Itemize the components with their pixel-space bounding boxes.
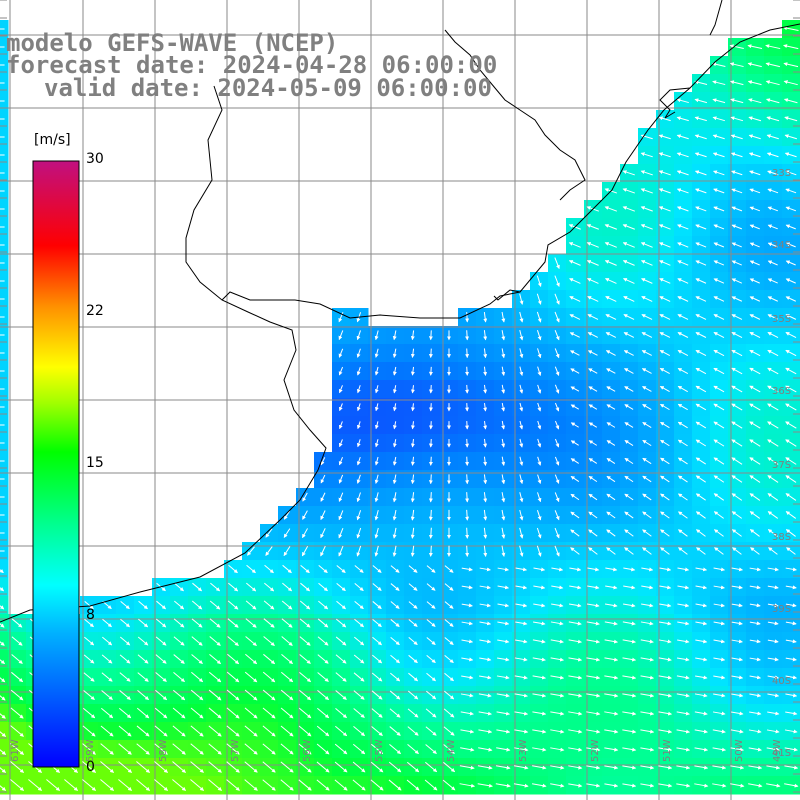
wind-arrow	[428, 474, 433, 485]
wind-cell	[0, 668, 9, 687]
wind-cell	[0, 704, 9, 723]
wind-arrow	[428, 348, 433, 359]
colorbar-tick: 15	[86, 455, 104, 471]
wind-cell	[0, 740, 9, 759]
colorbar-tick: 22	[86, 303, 104, 319]
wind-arrow	[465, 509, 470, 521]
wind-arrow	[428, 527, 433, 539]
wind-arrow	[428, 421, 433, 430]
wind-cell	[0, 632, 9, 651]
coastline-top	[709, 0, 723, 36]
wind-arrow	[465, 527, 470, 539]
wind-arrow	[465, 330, 470, 341]
lon-label: 55W	[374, 739, 385, 762]
lat-label: 38S	[772, 532, 792, 543]
wind-cell	[0, 758, 9, 777]
wind-arrow	[428, 456, 433, 466]
wind-arrow	[428, 366, 433, 376]
wind-arrow	[465, 312, 470, 323]
wind-arrow	[465, 456, 470, 466]
wind-arrow	[465, 545, 470, 557]
colorbar-tick: 8	[86, 607, 95, 623]
wind-cell	[0, 578, 9, 597]
wind-arrow	[465, 492, 470, 503]
wind-cell	[0, 596, 9, 615]
lon-label: 58W	[158, 739, 169, 762]
wind-cell	[0, 650, 9, 669]
lat-label: 41S	[772, 748, 792, 759]
lon-label: 51W	[662, 739, 673, 762]
wind-arrow	[465, 348, 470, 359]
colorbar-tick: 30	[86, 151, 104, 167]
lat-label: 36S	[772, 386, 792, 397]
lat-label: 33S	[772, 168, 792, 179]
colorbar-unit: [m/s]	[34, 132, 71, 148]
wind-cell	[0, 776, 9, 795]
valid-date: valid date: 2024-05-09 06:00:00	[44, 74, 492, 102]
lat-label: 39S	[772, 604, 792, 615]
wind-cell	[0, 686, 9, 705]
wind-cell	[0, 722, 9, 741]
lon-label: 54W	[446, 739, 457, 762]
lat-label: 40S	[772, 676, 792, 687]
lon-label: 61W	[10, 739, 21, 762]
lon-label: 53W	[518, 739, 529, 762]
lat-label: 35S	[772, 314, 792, 325]
wind-arrow	[465, 474, 470, 485]
wind-arrow	[428, 438, 433, 448]
wind-arrow	[428, 545, 433, 557]
wind-arrow	[428, 403, 433, 412]
wind-arrow	[428, 385, 433, 394]
lon-label: 57W	[230, 739, 241, 762]
lon-label: 52W	[590, 739, 601, 762]
lon-label: 56W	[302, 739, 313, 762]
lon-label: 59W	[85, 739, 96, 762]
wind-arrow	[428, 492, 433, 503]
wind-arrow	[428, 509, 433, 521]
colorbar	[32, 160, 80, 768]
lat-label: 34S	[772, 240, 792, 251]
lat-label: 37S	[772, 460, 792, 471]
wind-cell	[0, 614, 9, 633]
wind-arrow	[465, 366, 470, 376]
wind-arrow	[428, 330, 433, 341]
lon-label: 50W	[734, 739, 745, 762]
wind-cell	[0, 560, 9, 579]
